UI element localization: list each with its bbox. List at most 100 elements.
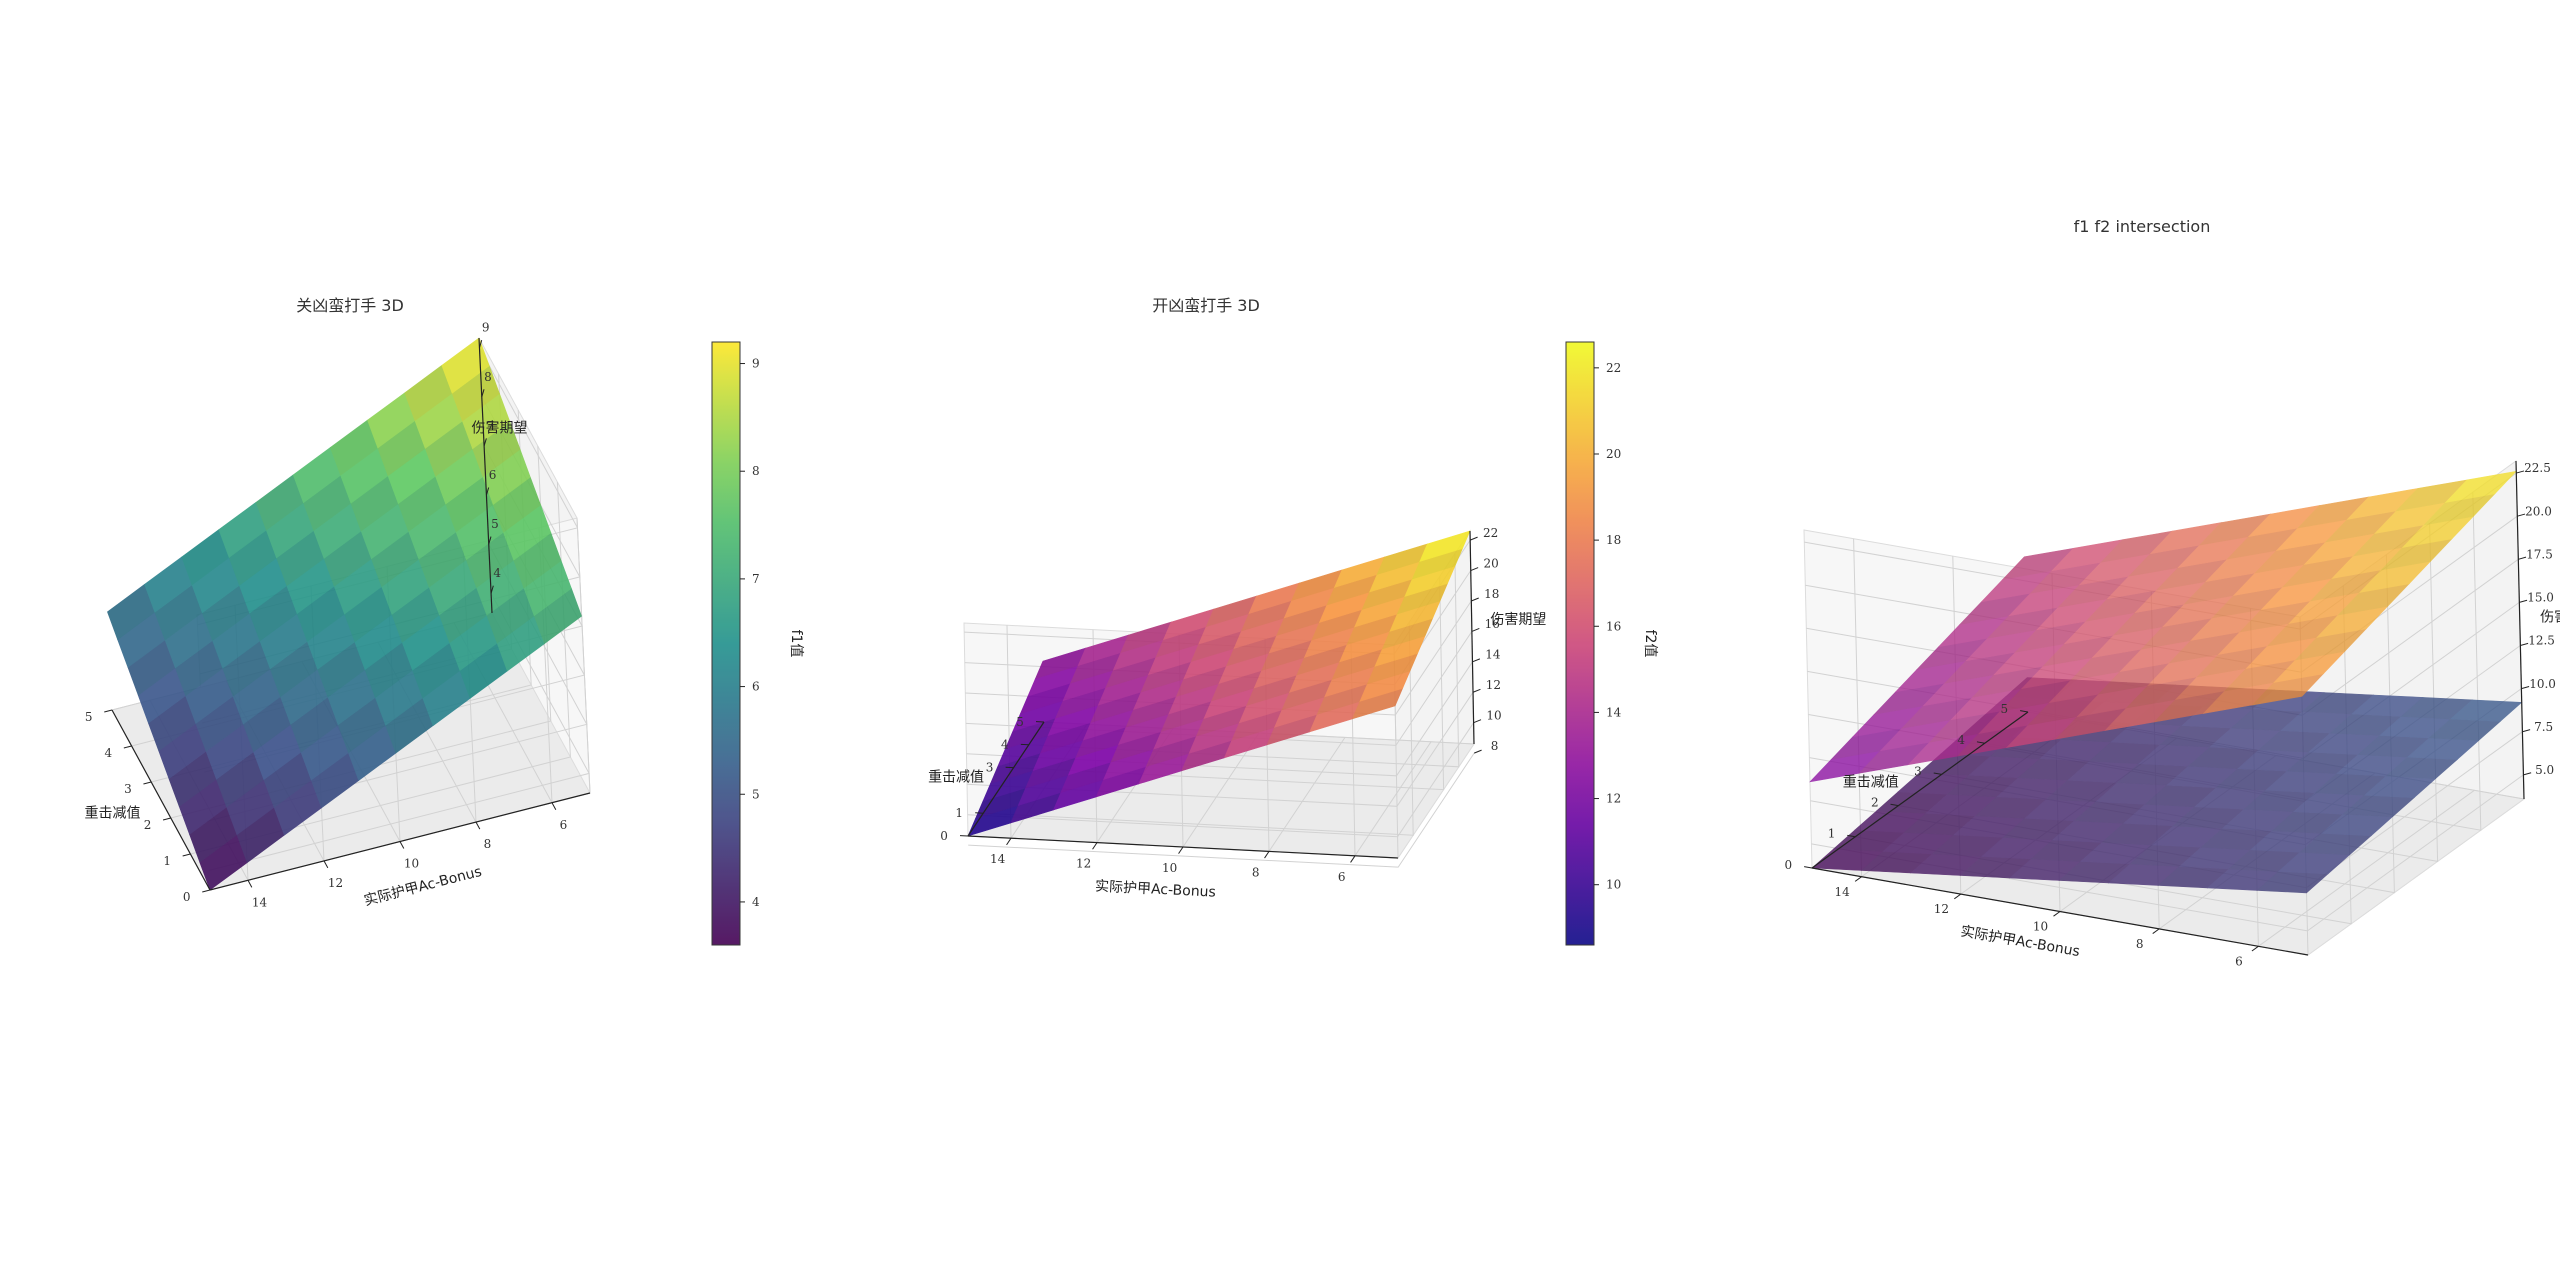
z-tick-mark xyxy=(483,438,487,447)
x-tick-label: 6 xyxy=(560,818,568,832)
x-tick-label: 14 xyxy=(990,852,1006,866)
colorbar-tick-label: 16 xyxy=(1606,619,1621,633)
z-tick-label: 4 xyxy=(493,566,501,580)
z-tick-label: 12 xyxy=(1486,678,1501,692)
y-tick-label: 0 xyxy=(1785,858,1793,872)
z-tick-label: 17.5 xyxy=(2526,547,2553,561)
z-axis-line xyxy=(478,337,493,614)
y-tick-mark xyxy=(1933,772,1942,775)
colorbar-tick-label: 22 xyxy=(1606,361,1621,375)
y-tick-label: 5 xyxy=(85,710,93,724)
y-tick-mark xyxy=(2020,710,2029,713)
y-tick-label: 5 xyxy=(2001,702,2009,716)
z-tick-mark xyxy=(2519,599,2528,603)
y-tick-label: 1 xyxy=(1828,827,1836,841)
colorbar-tick-label: 4 xyxy=(752,895,760,909)
colorbar-tick-label: 14 xyxy=(1606,705,1622,719)
x-tick-label: 10 xyxy=(2033,920,2048,934)
y-tick-label: 1 xyxy=(955,806,963,820)
x-tick-mark xyxy=(323,860,329,869)
y-tick-label: 3 xyxy=(124,782,132,796)
y-tick-label: 3 xyxy=(1914,764,1922,778)
x-tick-label: 12 xyxy=(1934,902,1949,916)
y-tick-mark xyxy=(182,853,191,857)
y-axis-label: 重击减值 xyxy=(1843,774,1899,790)
surface-viridis-0 xyxy=(1811,677,2523,894)
colorbar-tick-label: 7 xyxy=(752,572,760,586)
colorbar-label: f2值 xyxy=(1642,630,1658,658)
y-tick-mark xyxy=(1976,741,1985,744)
colorbar-tick-label: 18 xyxy=(1606,533,1621,547)
y-axis-label: 重击减值 xyxy=(85,805,141,821)
x-tick-mark xyxy=(247,880,253,888)
x-axis-label: 实际护甲Ac-Bonus xyxy=(1959,924,2081,961)
x-tick-label: 12 xyxy=(1076,857,1091,871)
z-tick-mark xyxy=(490,585,494,594)
x-tick-mark xyxy=(1954,893,1962,900)
x-tick-mark xyxy=(2053,911,2061,917)
surface-plasma-0 xyxy=(967,530,1471,837)
y-tick-mark xyxy=(1890,803,1899,807)
z-tick-label: 7.5 xyxy=(2534,720,2553,734)
colorbar-label: f1值 xyxy=(788,630,804,658)
z-tick-label: 22.5 xyxy=(2524,461,2551,475)
y-axis-line xyxy=(967,721,1045,837)
y-tick-mark xyxy=(143,781,152,785)
y-tick-label: 2 xyxy=(144,818,152,832)
z-axis-line xyxy=(1469,530,1475,745)
x-axis-label: 实际护甲Ac-Bonus xyxy=(362,864,483,909)
z-tick-mark xyxy=(2517,513,2526,517)
x-tick-label: 14 xyxy=(252,895,268,909)
z-axis-label: 伤害期望 xyxy=(472,421,528,437)
z-axis-line xyxy=(2515,460,2525,800)
z-tick-label: 16 xyxy=(1485,617,1500,631)
y-tick-label: 1 xyxy=(163,854,171,868)
x-tick-label: 6 xyxy=(1338,870,1346,884)
chart-title: 开凶蛮打手 3D xyxy=(1152,296,1260,315)
x-tick-mark xyxy=(1178,846,1184,854)
z-tick-label: 14 xyxy=(1485,648,1501,662)
colorbar-tick-label: 12 xyxy=(1606,792,1621,806)
colorbar-tick-label: 5 xyxy=(752,787,760,801)
y-tick-mark xyxy=(202,889,211,893)
z-tick-mark xyxy=(478,340,483,348)
x-tick-mark xyxy=(475,821,481,830)
z-tick-mark xyxy=(2518,556,2527,560)
z-tick-mark xyxy=(485,487,490,496)
y-axis-label: 重击减值 xyxy=(928,769,984,785)
surface-viridis-0 xyxy=(107,337,582,891)
z-tick-label: 20 xyxy=(1484,556,1499,570)
y-tick-label: 0 xyxy=(183,890,191,904)
z-tick-mark xyxy=(2521,686,2530,690)
x-tick-label: 8 xyxy=(2136,937,2144,951)
z-tick-label: 20.0 xyxy=(2525,504,2552,518)
z-tick-mark xyxy=(481,389,485,398)
y-tick-mark xyxy=(1804,866,1813,869)
z-tick-label: 8 xyxy=(484,370,492,384)
z-tick-label: 18 xyxy=(1484,587,1499,601)
z-axis-label: 伤害期望 xyxy=(1490,612,1546,628)
x-tick-mark xyxy=(2152,928,2160,934)
x-axis-label: 实际护甲Ac-Bonus xyxy=(1095,879,1216,901)
chart-title: 关凶蛮打手 3D xyxy=(296,296,404,315)
y-tick-label: 5 xyxy=(1016,715,1024,729)
z-tick-label: 5 xyxy=(491,517,499,531)
grid-line-y xyxy=(983,622,1414,836)
y-tick-mark xyxy=(123,745,132,749)
y-tick-label: 0 xyxy=(940,829,948,843)
colorbar-tick-label: 9 xyxy=(752,357,760,371)
z-tick-label: 15.0 xyxy=(2527,591,2554,605)
z-tick-mark xyxy=(1469,536,1478,541)
z-tick-mark xyxy=(2520,642,2529,647)
z-tick-label: 10 xyxy=(1486,708,1501,722)
grid-line-z xyxy=(967,722,1475,838)
y-tick-label: 4 xyxy=(1001,738,1009,752)
x-tick-mark xyxy=(1854,876,1862,882)
y-tick-label: 4 xyxy=(105,746,113,760)
y-tick-mark xyxy=(1847,834,1856,838)
z-tick-mark xyxy=(1472,658,1481,663)
z-tick-mark xyxy=(1471,627,1480,632)
chart-panel-intersection: 141210860123455.07.510.012.515.017.520.0… xyxy=(1785,217,2560,968)
x-tick-label: 10 xyxy=(1162,861,1177,875)
z-tick-mark xyxy=(1471,597,1479,602)
